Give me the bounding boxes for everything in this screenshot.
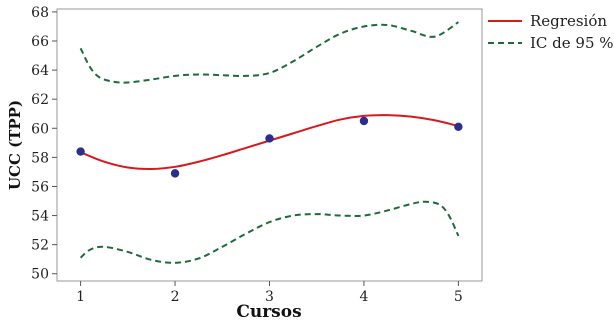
y-tick-label: 68 xyxy=(31,5,49,21)
legend: Regresión IC de 95 % xyxy=(488,12,614,52)
legend-label-regresion: Regresión xyxy=(530,12,607,30)
x-tick-label: 1 xyxy=(76,289,85,305)
ci-lower-line xyxy=(79,200,460,264)
data-point xyxy=(454,122,463,132)
x-axis: 1 2 3 4 5 xyxy=(76,281,463,305)
y-tick-label: 56 xyxy=(31,179,49,195)
x-tick-label: 2 xyxy=(171,289,180,305)
y-tick-label: 62 xyxy=(31,92,49,108)
data-point xyxy=(170,169,180,178)
x-tick-label: 5 xyxy=(454,289,463,305)
y-tick-label: 64 xyxy=(31,63,49,79)
data-point xyxy=(359,116,369,126)
plot-frame xyxy=(56,8,483,282)
legend-label-ic: IC de 95 % xyxy=(530,34,614,52)
y-tick-label: 58 xyxy=(31,150,49,166)
x-tick-label: 3 xyxy=(265,289,274,305)
data-point xyxy=(265,134,274,143)
y-tick-label: 54 xyxy=(31,209,49,225)
data-point xyxy=(76,147,85,156)
y-tick-label: 52 xyxy=(31,238,49,254)
x-axis-title: Cursos xyxy=(236,302,301,322)
ci-upper-line xyxy=(79,21,459,84)
y-tick-label: 60 xyxy=(31,121,49,137)
y-tick-label: 50 xyxy=(31,267,49,283)
x-tick-label: 4 xyxy=(359,289,368,305)
y-axis: 50 52 54 56 58 60 62 64 66 68 xyxy=(31,5,57,283)
y-tick-label: 66 xyxy=(31,34,49,50)
y-axis-title: UCC (TPP) xyxy=(6,100,24,190)
data-points xyxy=(76,116,463,178)
